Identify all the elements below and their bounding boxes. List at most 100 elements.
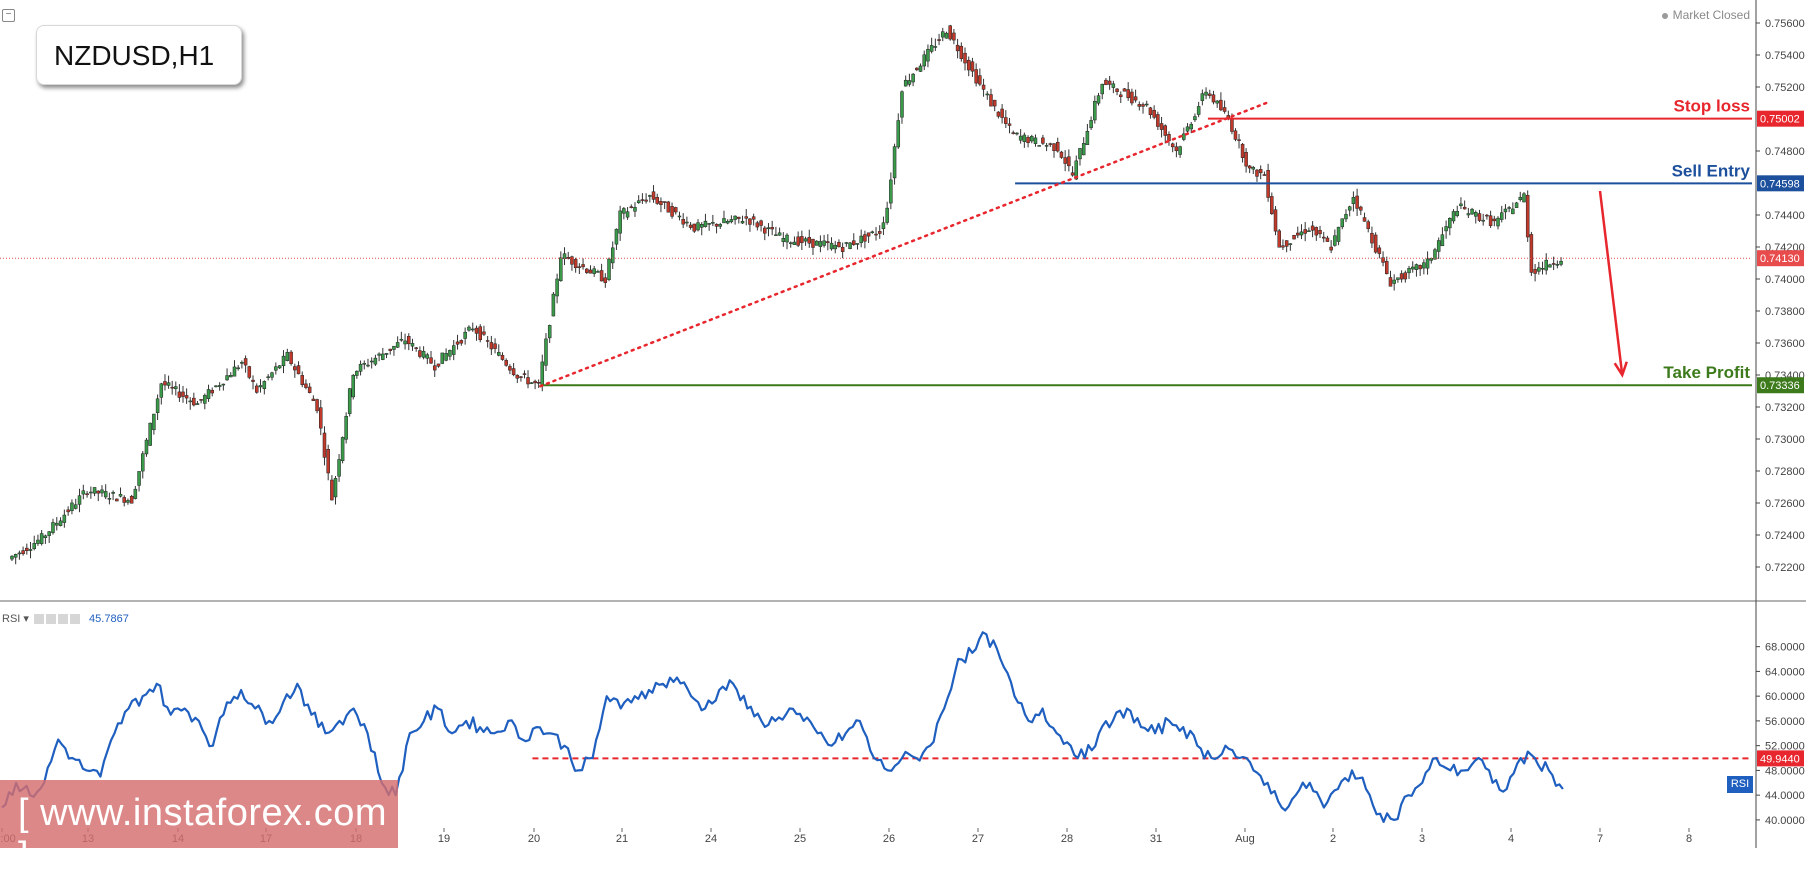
candle-body	[85, 493, 89, 496]
close-icon[interactable]	[69, 614, 80, 625]
add-icon[interactable]	[57, 614, 68, 625]
price-tick-label: 0.75600	[1765, 18, 1805, 30]
candle-body	[1444, 226, 1448, 232]
stop-loss-price-label: 0.75002	[1760, 114, 1800, 126]
candle-body	[707, 223, 711, 225]
candle-body	[410, 343, 415, 347]
candle-body	[533, 380, 537, 384]
price-tick-label: 0.74800	[1765, 146, 1805, 158]
current-price-tag	[1757, 250, 1804, 267]
candle-body	[655, 197, 659, 204]
date-tick-label: 4	[1508, 833, 1514, 845]
candle-body	[471, 328, 475, 331]
candle-body	[1004, 117, 1008, 124]
candle-body	[852, 240, 856, 245]
candle-body	[206, 389, 211, 399]
candle-body	[436, 363, 441, 367]
candle-body	[1529, 234, 1534, 273]
date-tick-label: 21	[616, 833, 628, 845]
candle-body	[347, 388, 352, 414]
candle-body	[1193, 116, 1197, 121]
candle-body	[774, 234, 778, 236]
visibility-icon[interactable]	[45, 614, 56, 625]
candle-body	[1399, 273, 1404, 280]
date-tick-label: 19	[438, 833, 450, 845]
candle-body	[281, 355, 286, 367]
candle-body	[1148, 107, 1153, 116]
candle-body	[829, 242, 834, 250]
candle-body	[10, 555, 14, 560]
candle-body	[1385, 261, 1389, 274]
candle-body	[159, 383, 164, 398]
current-price-label: 0.74130	[1760, 253, 1800, 265]
candle-body	[585, 268, 589, 273]
candle-body	[358, 363, 363, 372]
candle-body	[547, 325, 552, 339]
candle-body	[1215, 100, 1219, 104]
candle-body	[1284, 240, 1289, 247]
candle-body	[362, 363, 367, 365]
candle-body	[903, 79, 908, 87]
candle-body	[1170, 143, 1175, 148]
candle-body	[489, 342, 494, 350]
candle-body	[43, 535, 48, 538]
candle-body	[633, 207, 637, 212]
candle-body	[432, 365, 437, 371]
candle-body	[340, 437, 345, 461]
candle-body	[636, 200, 641, 204]
candle-body	[651, 191, 656, 200]
candle-body	[1137, 104, 1142, 107]
candle-body	[1022, 134, 1027, 142]
market-status: Market Closed	[1661, 8, 1750, 22]
candle-body	[877, 231, 882, 234]
candle-body	[1377, 247, 1382, 254]
candle-body	[662, 201, 667, 203]
candle-body	[463, 331, 467, 339]
candle-body	[459, 340, 464, 344]
candle-body	[1107, 80, 1112, 85]
candle-body	[399, 338, 404, 341]
candle-body	[1299, 231, 1304, 236]
candle-body	[1525, 195, 1530, 238]
candle-body	[266, 376, 270, 379]
take-profit-label: Take Profit	[1663, 363, 1750, 382]
candle-body	[1089, 120, 1093, 129]
candle-body	[1281, 245, 1285, 248]
settings-icon[interactable]	[33, 614, 44, 625]
candle-body	[573, 259, 578, 269]
candle-body	[711, 221, 715, 224]
candle-body	[1544, 259, 1548, 271]
chart-canvas[interactable]: 0.756000.754000.752000.748000.744000.742…	[0, 0, 1806, 848]
candle-body	[970, 61, 975, 72]
candle-body	[648, 195, 652, 197]
rsi-tick-label: 52.0000	[1765, 741, 1805, 753]
price-tick-label: 0.74000	[1765, 274, 1805, 286]
candle-body	[403, 340, 407, 345]
candle-body	[1455, 210, 1459, 217]
candle-body	[788, 242, 793, 244]
candle-body	[811, 238, 815, 248]
candle-body	[1104, 79, 1108, 86]
candle-body	[807, 237, 812, 244]
candle-body	[330, 479, 334, 501]
collapse-icon[interactable]: −	[2, 9, 15, 22]
candle-body	[1366, 221, 1370, 229]
candle-body	[485, 340, 490, 342]
candle-body	[1030, 136, 1034, 142]
candle-body	[1211, 94, 1216, 103]
candle-body	[596, 271, 600, 273]
candle-body	[592, 268, 596, 274]
candle-body	[1392, 279, 1396, 284]
candle-body	[511, 368, 516, 376]
candle-body	[137, 471, 141, 486]
sell-entry-label: Sell Entry	[1672, 161, 1751, 180]
candle-body	[892, 146, 897, 179]
candle-body	[911, 73, 915, 83]
candle-body	[874, 233, 878, 236]
candle-body	[36, 539, 40, 544]
candle-body	[1492, 218, 1497, 222]
candle-body	[1159, 123, 1164, 130]
candle-body	[1222, 107, 1227, 112]
candle-body	[1078, 148, 1082, 160]
candle-body	[21, 550, 25, 555]
